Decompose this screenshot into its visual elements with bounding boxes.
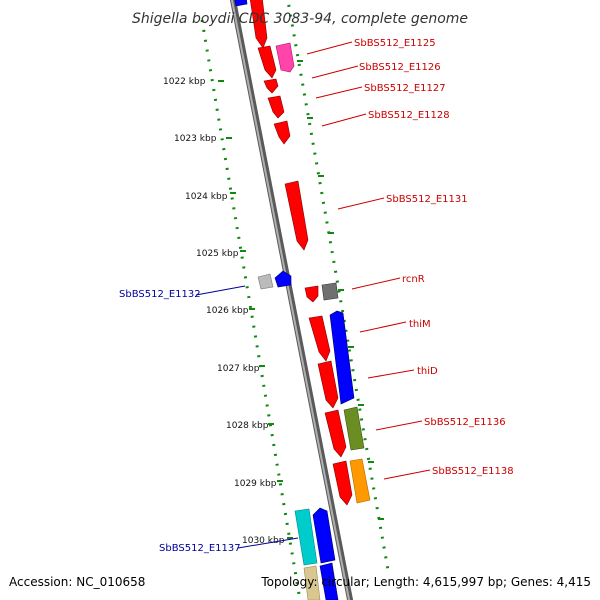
gene-bottom-blue[interactable]	[319, 562, 339, 600]
tick-label: 1029 kbp	[234, 479, 277, 489]
tick-label: 1023 kbp	[174, 134, 217, 144]
gene-e1135[interactable]	[324, 409, 347, 458]
gene-rcnR-neighbor[interactable]	[321, 282, 339, 301]
gene-label-e1132[interactable]: SbBS512_E1132	[119, 289, 201, 300]
tick-label: 1025 kbp	[196, 249, 239, 259]
gene-e1137-red[interactable]	[332, 460, 353, 506]
gene-e1137-cyan[interactable]	[294, 508, 318, 566]
tick-label: 1022 kbp	[163, 77, 206, 87]
gene-label-e1137[interactable]: SbBS512_E1137	[159, 543, 241, 554]
gene-label-rcnR[interactable]: rcnR	[402, 274, 425, 285]
connector	[359, 321, 407, 333]
gene-label-e1138[interactable]: SbBS512_E1138	[432, 466, 514, 477]
connector	[351, 277, 401, 290]
connector	[375, 420, 423, 431]
gene-e1138[interactable]	[349, 458, 371, 504]
genome-summary-text: Topology: circular; Length: 4,615,997 bp…	[260, 575, 591, 589]
gene-e1127[interactable]	[263, 78, 279, 94]
left-ruler-dots	[200, 19, 302, 600]
right-ruler-ticks	[297, 60, 384, 520]
gene-label-thiM[interactable]: thiM	[409, 319, 431, 330]
gene-label-e1125[interactable]: SbBS512_E1125	[354, 38, 436, 49]
gene-e1128[interactable]	[267, 95, 285, 119]
connector	[311, 65, 359, 79]
connector	[337, 197, 385, 210]
gene-e1126[interactable]	[275, 42, 295, 73]
tick-label: 1024 kbp	[185, 192, 228, 202]
reverse-genes	[234, 0, 355, 600]
connector	[367, 369, 415, 379]
gene-thiM-blue[interactable]	[329, 310, 355, 405]
connector	[195, 285, 246, 296]
gene-thiD[interactable]	[317, 360, 339, 409]
gene-e1125[interactable]	[257, 45, 277, 79]
gene-top-blue[interactable]	[234, 0, 248, 7]
kbp-scale: 1022 kbp 1023 kbp 1024 kbp 1025 kbp 1026…	[163, 77, 293, 546]
connector	[383, 469, 431, 480]
label-connectors	[195, 41, 431, 549]
genome-backbone-highlight	[230, 0, 351, 600]
gene-thiM[interactable]	[308, 315, 331, 362]
connector	[321, 113, 367, 127]
accession-text: Accession: NC_010658	[9, 575, 145, 589]
tick-label: 1028 kbp	[226, 421, 269, 431]
gene-bottom-tan[interactable]	[303, 565, 321, 600]
gene-e1129[interactable]	[273, 120, 291, 145]
forward-genes	[249, 0, 371, 506]
tick-label: 1030 kbp	[242, 536, 285, 546]
gene-e1132[interactable]	[274, 270, 292, 288]
gene-label-e1128[interactable]: SbBS512_E1128	[368, 110, 450, 121]
gene-e1136[interactable]	[343, 406, 365, 451]
gene-label-e1127[interactable]: SbBS512_E1127	[364, 83, 446, 94]
right-ruler-dots	[286, 0, 390, 571]
tick-label: 1027 kbp	[217, 364, 260, 374]
gene-label-thiD[interactable]: thiD	[417, 366, 438, 377]
connector	[306, 41, 353, 55]
gene-e1132-gray[interactable]	[257, 273, 274, 290]
gene-label-e1136[interactable]: SbBS512_E1136	[424, 417, 506, 428]
gene-e1124[interactable]	[249, 0, 268, 49]
gene-e1137[interactable]	[312, 507, 336, 564]
connector	[237, 537, 299, 549]
gene-rcnR[interactable]	[304, 285, 319, 303]
gene-e1131[interactable]	[284, 180, 309, 251]
tick-label: 1026 kbp	[206, 306, 249, 316]
map-title: Shigella boydii CDC 3083-94, complete ge…	[132, 11, 468, 27]
gene-label-e1131[interactable]: SbBS512_E1131	[386, 194, 468, 205]
gene-label-e1126[interactable]: SbBS512_E1126	[359, 62, 441, 73]
connector	[315, 86, 363, 99]
